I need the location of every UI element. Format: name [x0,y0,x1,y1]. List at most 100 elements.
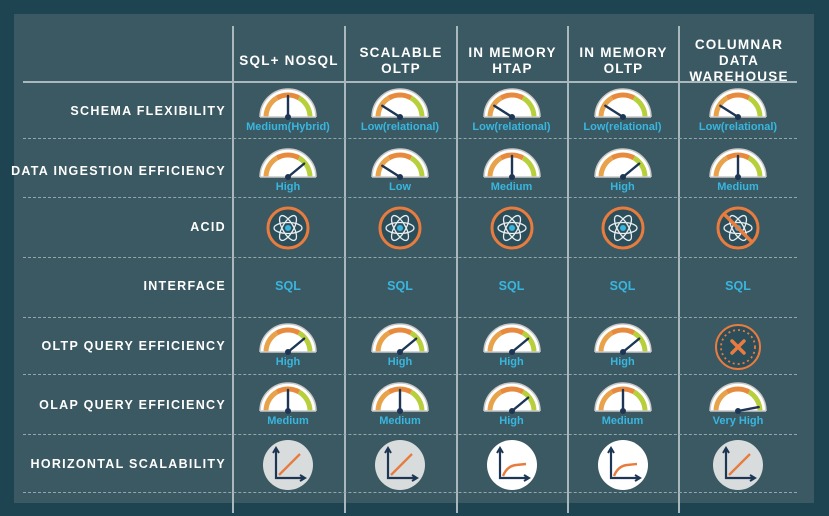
gauge-icon [259,382,317,414]
gauge-icon [259,88,317,120]
table-cell [714,323,762,371]
table-cell: Low [350,146,450,198]
gauge-value: Low [389,181,411,193]
table-cell: High [462,380,562,432]
gauge-icon [709,382,767,414]
gauge-value: High [499,415,524,427]
table-cell: Medium [688,146,788,198]
gauge-icon [371,148,429,180]
gauge-value: Very High [712,415,764,427]
row-divider [23,317,797,318]
column-divider [567,26,569,513]
limited-scaling-icon [486,440,537,490]
gauge-value: High [499,356,524,368]
interface-value: SQL [498,279,525,293]
table-cell [715,205,761,256]
table-cell: High [238,321,338,373]
column-header: IN MEMORY HTAP [468,45,557,76]
row-header: OLTP QUERY EFFICIENCY [41,339,226,353]
row-header: HORIZONTAL SCALABILITY [30,457,226,471]
row-divider [23,257,797,258]
table-cell [486,439,538,496]
gauge-icon [709,148,767,180]
table-cell: Low(relational) [688,86,788,138]
gauge-value: Low(relational) [360,121,440,133]
table-cell: High [238,146,338,198]
column-header: SQL+ NOSQL [239,53,339,68]
gauge-value: Medium [379,415,421,427]
row-divider [23,434,797,435]
table-cell [600,205,646,256]
table-cell [597,439,649,496]
column-header: SCALABLE OLTP [359,45,443,76]
linear-scaling-icon [375,440,425,490]
gauge-icon [482,88,541,120]
table-cell [489,205,535,256]
row-divider [23,197,797,198]
gauge-value: Medium(Hybrid) [246,121,330,133]
gauge-value: Medium [601,415,644,427]
column-header: IN MEMORY OLTP [579,45,668,76]
row-header: INTERFACE [143,279,226,293]
linear-scaling-icon [263,440,313,490]
linear-scaling-icon [713,440,763,490]
gauge-value: High [275,356,301,368]
interface-value: SQL [387,279,413,293]
gauge-icon [371,382,429,414]
table-cell: Medium [238,380,338,432]
gauge-icon [482,148,541,180]
gauge-icon [709,88,767,120]
not-applicable-icon [715,324,761,370]
table-cell: Medium [350,380,450,432]
table-cell: Low(relational) [573,86,673,138]
gauge-icon [371,323,429,355]
atom-icon [378,206,422,250]
gauge-value: Low(relational) [698,121,778,133]
gauge-value: High [275,181,301,193]
row-divider [23,492,797,493]
table-cell: Medium [462,146,562,198]
gauge-value: High [610,356,635,368]
gauge-value: Low(relational) [472,121,551,133]
row-divider [23,138,797,139]
interface-value: SQL [725,279,751,293]
limited-scaling-icon [597,440,648,490]
column-divider [456,26,458,513]
gauge-icon [482,382,541,414]
gauge-value: Medium [490,181,533,193]
table-cell: High [573,146,673,198]
table-cell [712,439,764,496]
table-cell [377,205,423,256]
table-cell: High [573,321,673,373]
row-header: DATA INGESTION EFFICIENCY [11,164,226,178]
atom-icon [601,206,644,250]
table-cell: High [462,321,562,373]
gauge-value: Medium [717,181,759,193]
header-divider [23,81,797,83]
atom-crossed-icon [716,206,760,250]
atom-icon [266,206,310,250]
gauge-icon [593,382,652,414]
column-divider [678,26,680,513]
gauge-value: Low(relational) [583,121,662,133]
table-cell: Medium [573,380,673,432]
table-cell: Medium(Hybrid) [238,86,338,138]
column-header: COLUMNAR DATA WAREHOUSE [689,37,789,84]
row-header: ACID [190,220,226,234]
interface-value: SQL [275,279,301,293]
gauge-icon [259,323,317,355]
column-divider [344,26,346,513]
gauge-value: High [387,356,413,368]
gauge-icon [593,148,652,180]
table-cell [262,439,314,496]
atom-icon [490,206,533,250]
table-cell [374,439,426,496]
row-header: OLAP QUERY EFFICIENCY [39,398,226,412]
gauge-icon [593,88,652,120]
row-divider [23,374,797,375]
gauge-icon [371,88,429,120]
table-cell [265,205,311,256]
gauge-value: Medium [267,415,309,427]
gauge-icon [482,323,541,355]
table-cell: High [350,321,450,373]
